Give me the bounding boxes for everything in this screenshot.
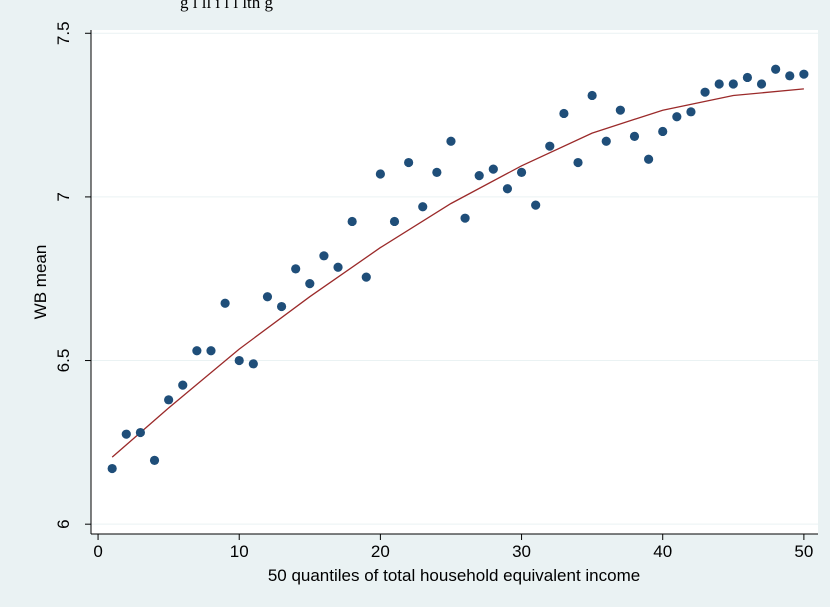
fitted-curve <box>111 88 804 458</box>
data-point <box>389 216 400 227</box>
data-point <box>164 395 174 405</box>
data-point <box>601 136 611 146</box>
data-point <box>474 171 484 181</box>
data-point <box>799 69 809 79</box>
top-partial-title: g l ll i l l lth g <box>180 0 274 12</box>
data-point <box>149 455 160 465</box>
data-point <box>107 463 117 474</box>
data-point <box>756 79 767 89</box>
data-point <box>686 107 696 117</box>
data-point <box>658 126 668 137</box>
data-point <box>418 202 428 212</box>
axis-ticks: 6 6.5 7 7.5 0 10 20 30 40 50 <box>54 21 813 561</box>
data-point <box>291 264 301 274</box>
data-point <box>178 380 188 390</box>
x-tick-label: 10 <box>230 542 249 561</box>
data-point <box>714 79 724 89</box>
data-point <box>276 301 287 312</box>
data-point <box>644 154 654 164</box>
y-axis-title: WB mean <box>31 245 50 320</box>
data-point <box>121 429 131 439</box>
data-point <box>502 184 513 194</box>
data-point <box>262 292 273 302</box>
x-tick-label: 0 <box>93 542 102 561</box>
x-tick-label: 50 <box>794 542 813 561</box>
data-point <box>347 216 357 227</box>
x-tick-label: 20 <box>371 542 390 561</box>
y-tick-label: 6 <box>54 519 73 528</box>
x-tick-label: 30 <box>512 542 531 561</box>
data-point <box>333 262 343 272</box>
y-tick-label: 7 <box>54 192 73 201</box>
data-point <box>446 136 456 146</box>
data-point <box>700 87 710 97</box>
data-point <box>545 141 555 151</box>
x-axis-title: 50 quantiles of total household equivale… <box>268 566 640 585</box>
data-point <box>460 213 470 223</box>
data-point <box>488 164 498 174</box>
data-point <box>771 64 781 74</box>
data-point <box>559 108 569 119</box>
data-point <box>573 157 583 168</box>
data-point <box>672 112 682 122</box>
fit-line <box>111 88 804 458</box>
data-point <box>432 167 442 177</box>
data-point <box>135 427 146 438</box>
data-point <box>220 298 230 308</box>
y-tick-label: 7.5 <box>54 21 73 45</box>
data-point <box>361 272 371 282</box>
y-tick-label: 6.5 <box>54 349 73 373</box>
data-point <box>234 355 244 366</box>
data-point <box>587 90 597 101</box>
data-point <box>531 200 541 210</box>
data-point <box>404 157 414 168</box>
data-point <box>728 79 738 89</box>
data-point <box>305 279 315 289</box>
data-point <box>516 167 527 177</box>
data-points <box>107 64 809 474</box>
data-point <box>375 169 385 179</box>
gridlines <box>91 32 818 525</box>
data-point <box>192 346 202 356</box>
data-point <box>629 131 640 141</box>
data-point <box>319 251 329 261</box>
data-point <box>248 359 258 369</box>
data-point <box>785 71 795 81</box>
data-point <box>615 105 625 115</box>
x-tick-label: 40 <box>653 542 672 561</box>
data-point <box>742 72 753 83</box>
plot-area <box>91 30 818 534</box>
data-point <box>206 346 216 356</box>
